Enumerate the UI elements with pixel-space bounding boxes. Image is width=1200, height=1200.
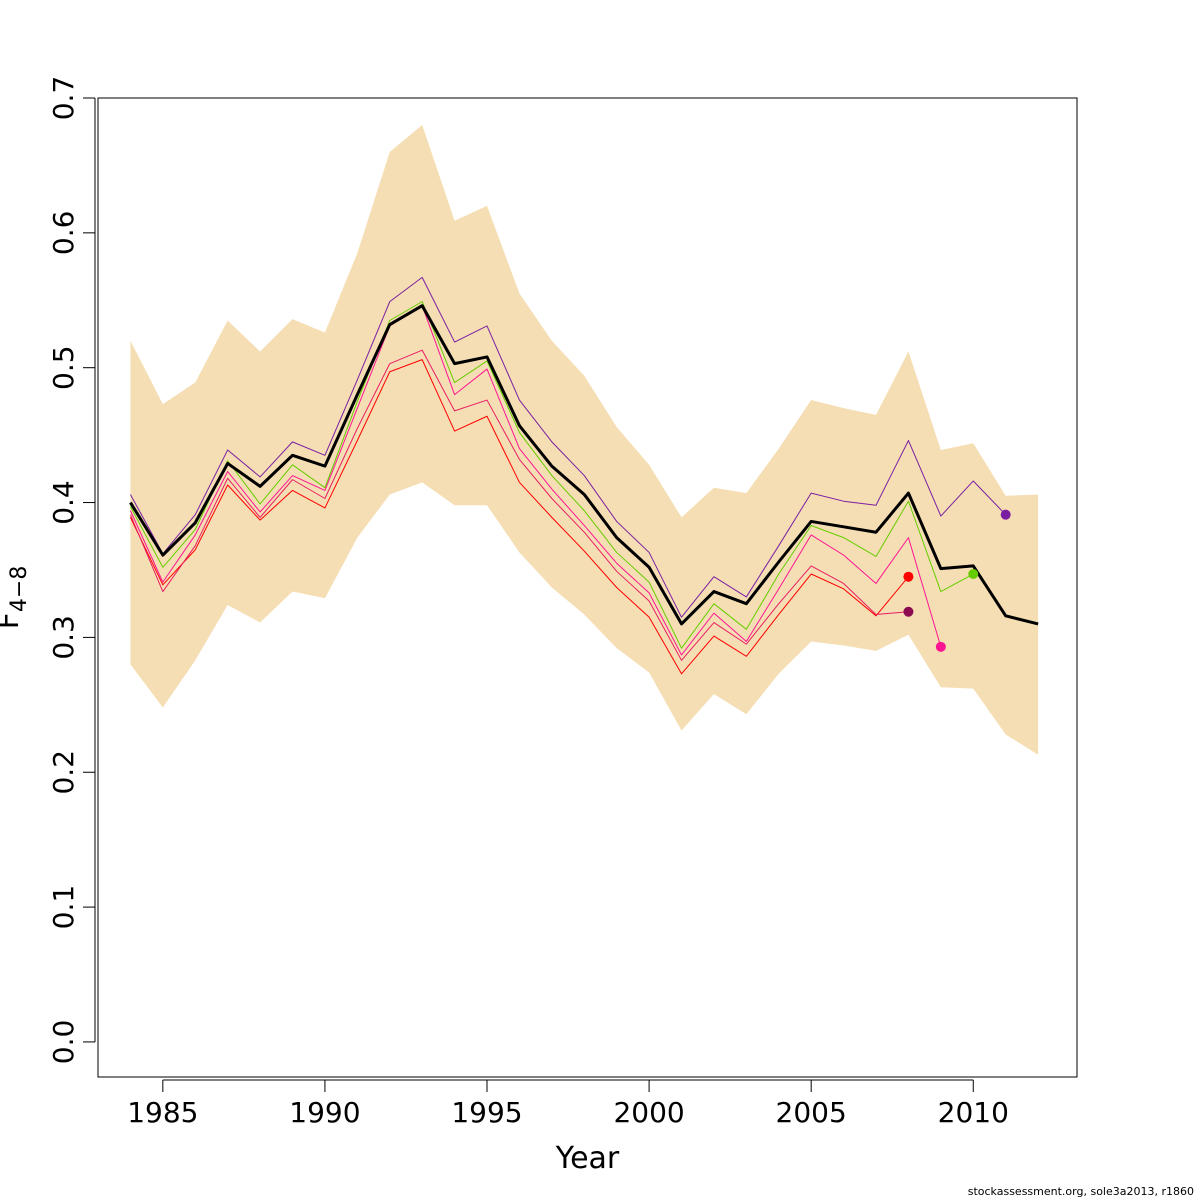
series-line-2 xyxy=(129,301,974,649)
x-tick-label: 2010 xyxy=(938,1096,1009,1129)
x-tick-label: 1995 xyxy=(451,1096,522,1129)
end-markers xyxy=(903,509,1011,652)
series-end-point-3 xyxy=(935,641,946,652)
x-axis: 1985 1990 1995 2000 2005 2010 xyxy=(127,1079,1009,1129)
series-end-point-5 xyxy=(903,571,914,582)
series-line-1 xyxy=(129,276,1007,618)
y-tick-label: 0.1 xyxy=(47,885,80,930)
confidence-band-area xyxy=(130,124,1039,755)
y-tick-label: 0.5 xyxy=(47,345,80,390)
series-lines xyxy=(129,276,1039,675)
x-tick-label: 1985 xyxy=(127,1096,198,1129)
x-tick-label: 2000 xyxy=(613,1096,684,1129)
series-line-0 xyxy=(129,304,1039,626)
confidence-band xyxy=(130,124,1039,755)
y-axis-title-main: F xyxy=(0,612,26,629)
y-tick-label: 0.2 xyxy=(47,750,80,795)
series-end-point-2 xyxy=(968,569,979,580)
series-end-point-4 xyxy=(903,606,914,617)
series-line-3 xyxy=(129,305,942,656)
y-tick-label: 0.4 xyxy=(47,480,80,525)
series-end-point-1 xyxy=(1000,509,1011,520)
plot-frame xyxy=(97,97,1078,1078)
x-tick-label: 2005 xyxy=(776,1096,847,1129)
svg-text:F4−8: F4−8 xyxy=(0,566,32,630)
y-axis-title: F4−8 xyxy=(0,566,32,630)
series-line-4 xyxy=(129,349,909,661)
y-tick-label: 0.7 xyxy=(47,76,80,121)
x-tick-label: 1990 xyxy=(289,1096,360,1129)
y-tick-label: 0.0 xyxy=(47,1020,80,1065)
series-line-5 xyxy=(129,359,909,675)
y-tick-label: 0.6 xyxy=(47,211,80,256)
credit-text: stockassessment.org, sole3a2013, r1860 xyxy=(967,1185,1194,1198)
y-axis: 0.0 0.1 0.2 0.3 0.4 0.5 0.6 0.7 xyxy=(47,76,96,1065)
y-tick-label: 0.3 xyxy=(47,615,80,660)
y-axis-title-subscript: 4−8 xyxy=(7,566,32,612)
x-axis-title: Year xyxy=(555,1141,620,1176)
